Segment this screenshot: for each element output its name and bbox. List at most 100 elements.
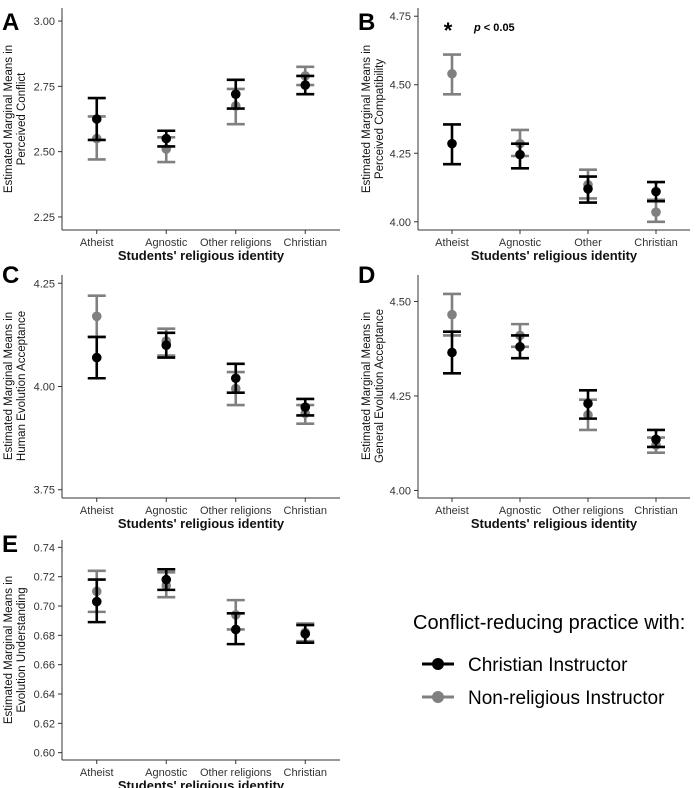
point-christian [515, 342, 525, 352]
point-christian [300, 629, 311, 639]
x-tick-label: Agnostic [145, 237, 188, 249]
point-christian [161, 574, 172, 585]
panel-b: B 4.00 4.25 4.50 4.75 Atheist Agnostic Other Chr… [358, 8, 690, 263]
y-tick-label: 2.25 [34, 212, 55, 224]
x-tick-label: Agnostic [499, 237, 542, 249]
x-tick-label: Other [574, 237, 602, 249]
point-christian [447, 138, 457, 149]
point-christian [651, 186, 661, 197]
y-tick-label: 0.72 [34, 572, 55, 584]
y-axis-label: Estimated Marginal Means inPerceived Con… [3, 45, 28, 193]
y-tick-label: 0.74 [34, 542, 55, 554]
point-christian [300, 402, 311, 412]
x-tick-label: Christian [284, 237, 327, 249]
x-tick-label: Agnostic [145, 767, 188, 779]
point-christian [91, 596, 102, 607]
x-tick-label: Agnostic [499, 505, 542, 517]
point-christian [651, 434, 661, 445]
y-tick-label: 0.70 [34, 601, 55, 613]
y-tick-label: 4.50 [390, 80, 411, 92]
panel-c: C 3.75 4.00 4.25 Atheist Agnostic Other religi… [2, 262, 340, 531]
y-axis-label-line: Perceived Conflict [16, 72, 28, 165]
y-axis-label: Estimated Marginal Means inHuman Evoluti… [3, 311, 28, 461]
x-tick-label: Other religions [200, 237, 272, 249]
x-axis-label: Students' religious identity [471, 248, 638, 263]
point-christian [161, 133, 172, 144]
point-christian [161, 340, 172, 351]
significance-note: p < 0.05 [473, 22, 515, 34]
significance-star: * [444, 18, 453, 43]
y-tick-label: 3.75 [34, 485, 55, 497]
x-tick-label: Atheist [80, 505, 114, 517]
panel-e: E 0.60 0.62 0.64 0.66 0.68 0.70 0.72 0.74 Atheist… [2, 531, 340, 788]
x-tick-label: Agnostic [145, 505, 188, 517]
y-axis-label: Estimated Marginal Means inPerceived Com… [361, 45, 386, 193]
point-christian [230, 89, 241, 99]
x-tick-label: Atheist [435, 237, 469, 249]
significance-note-rest: < 0.05 [481, 22, 515, 34]
y-tick-label: 4.00 [34, 382, 55, 394]
y-tick-label: 0.68 [34, 630, 55, 642]
point-nonreligious [447, 68, 457, 79]
legend-swatch-nonreligious-dot [432, 691, 444, 703]
legend: Conflict-reducing practice with: Christi… [413, 612, 685, 709]
legend-label-nonreligious: Non-religious Instructor [468, 688, 665, 709]
x-tick-label: Christian [284, 767, 327, 779]
panel-letter: C [2, 262, 19, 289]
point-christian [230, 373, 241, 384]
legend-title: Conflict-reducing practice with: [413, 612, 685, 634]
y-axis-label: Estimated Marginal Means inGeneral Evolu… [361, 309, 386, 463]
x-axis-label: Students' religious identity [118, 778, 285, 788]
x-axis-label: Students' religious identity [471, 516, 638, 531]
legend-swatch-christian-dot [432, 658, 444, 670]
y-axis-label-line: Perceived Compatibility [374, 59, 386, 179]
x-tick-label: Christian [634, 237, 677, 249]
y-axis-label-line: Estimated Marginal Means in [3, 576, 15, 724]
point-nonreligious [651, 207, 661, 217]
y-tick-label: 0.66 [34, 660, 55, 672]
significance-note-p: p [473, 22, 481, 34]
x-tick-label: Christian [284, 505, 327, 517]
y-tick-label: 4.25 [390, 391, 411, 403]
y-axis-label-line: General Evolution Acceptance [374, 309, 386, 463]
panel-letter: B [358, 9, 375, 36]
x-tick-label: Other religions [200, 767, 272, 779]
panel-a: A 2.25 2.50 2.75 3.00 Atheist Agnostic Other re… [2, 8, 340, 263]
point-christian [300, 80, 311, 90]
panel-letter: E [2, 531, 18, 558]
y-tick-label: 0.64 [34, 689, 55, 701]
y-axis-label-line: Estimated Marginal Means in [361, 312, 373, 460]
y-tick-label: 4.00 [390, 217, 411, 229]
point-christian [447, 347, 457, 358]
y-axis-label-line: Estimated Marginal Means in [361, 45, 373, 193]
panel-letter: A [2, 9, 19, 36]
point-nonreligious [91, 311, 102, 322]
x-tick-label: Atheist [435, 505, 469, 517]
panel-letter: D [358, 262, 375, 289]
y-tick-label: 0.62 [34, 718, 55, 730]
y-tick-label: 4.75 [390, 11, 411, 23]
y-tick-label: 0.60 [34, 748, 55, 760]
point-christian [91, 114, 102, 124]
point-christian [583, 398, 593, 409]
y-axis-label: Estimated Marginal Means inEvolution Und… [3, 576, 28, 724]
y-axis-label-line: Estimated Marginal Means in [3, 312, 15, 460]
point-christian [515, 149, 525, 160]
y-axis-label-line: Estimated Marginal Means in [3, 45, 15, 193]
y-tick-label: 2.75 [34, 81, 55, 93]
x-tick-label: Atheist [80, 237, 114, 249]
y-tick-label: 3.00 [34, 16, 55, 28]
y-axis-label-line: Human Evolution Acceptance [16, 311, 28, 461]
y-axis-label-line: Evolution Understanding [16, 587, 28, 712]
y-tick-label: 4.25 [34, 278, 55, 290]
x-tick-label: Christian [634, 505, 677, 517]
point-nonreligious [447, 309, 457, 320]
y-tick-label: 4.00 [390, 485, 411, 497]
point-christian [91, 352, 102, 363]
y-tick-label: 2.50 [34, 147, 55, 159]
y-tick-label: 4.50 [390, 296, 411, 308]
x-tick-label: Other religions [552, 505, 624, 517]
y-tick-label: 4.25 [390, 148, 411, 160]
x-axis-label: Students' religious identity [118, 516, 285, 531]
